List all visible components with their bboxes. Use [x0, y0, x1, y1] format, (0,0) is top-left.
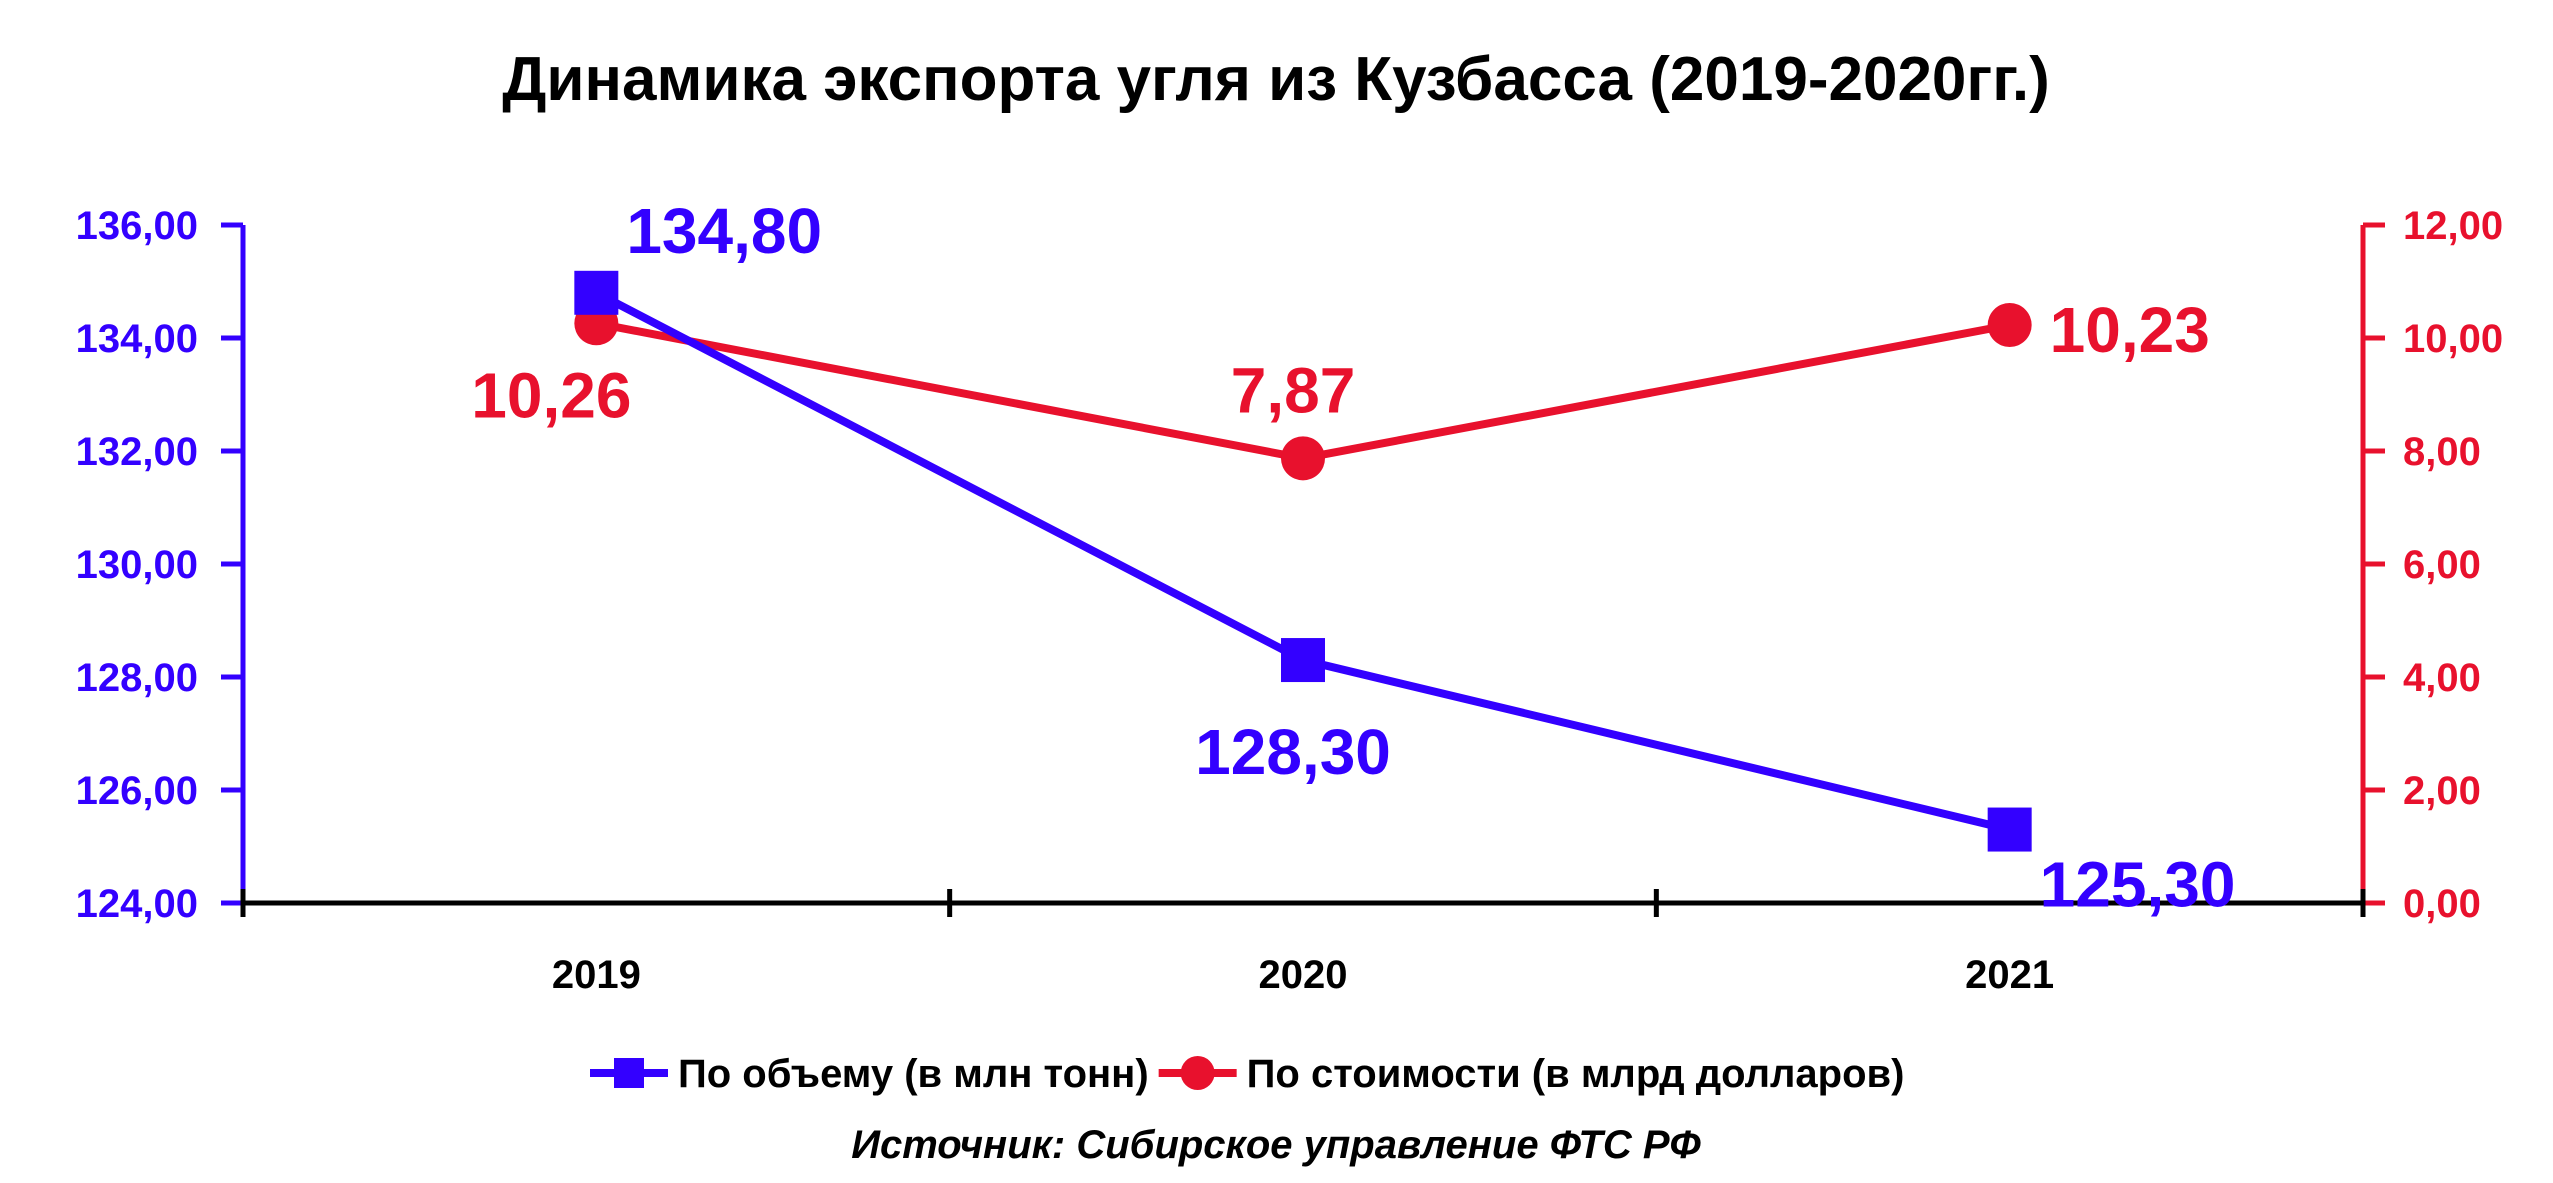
left-axis-tick-label: 126,00	[76, 769, 198, 813]
x-axis-tick-label: 2019	[552, 953, 641, 997]
data-label: 10,23	[2050, 294, 2210, 366]
left-axis-tick-label: 130,00	[76, 543, 198, 587]
left-axis-tick-label: 128,00	[76, 656, 198, 700]
left-axis-tick-label: 134,00	[76, 317, 198, 361]
series-marker-square	[1987, 807, 2032, 852]
x-axis-tick-label: 2020	[1259, 953, 1348, 997]
series-marker-square	[574, 270, 619, 315]
right-axis-tick-label: 12,00	[2403, 204, 2503, 248]
right-axis-tick-label: 6,00	[2403, 543, 2481, 587]
data-label: 128,30	[1195, 716, 1391, 788]
legend-marker-square	[614, 1058, 644, 1088]
data-label: 125,30	[2040, 849, 2236, 921]
left-axis-tick-label: 136,00	[76, 204, 198, 248]
data-label: 134,80	[626, 195, 822, 267]
right-axis-tick-label: 0,00	[2403, 882, 2481, 926]
series-marker-circle	[1281, 436, 1325, 481]
right-axis-tick-label: 4,00	[2403, 656, 2481, 700]
series-marker-circle	[1987, 303, 2032, 348]
legend-label: По объему (в млн тонн)	[678, 1052, 1149, 1096]
right-axis-tick-label: 8,00	[2403, 430, 2481, 474]
chart-title: Динамика экспорта угля из Кузбасса (2019…	[502, 45, 2049, 114]
legend-label: По стоимости (в млрд долларов)	[1247, 1052, 1905, 1096]
left-axis-tick-label: 124,00	[76, 882, 198, 926]
source-note: Источник: Сибирское управление ФТС РФ	[851, 1123, 1701, 1167]
right-axis-tick-label: 10,00	[2403, 317, 2503, 361]
right-axis-tick-label: 2,00	[2403, 769, 2481, 813]
data-label: 7,87	[1231, 354, 1356, 426]
left-axis-tick-label: 132,00	[76, 430, 198, 474]
data-label: 10,26	[471, 359, 631, 431]
x-axis-tick-label: 2021	[1965, 953, 2054, 997]
series-marker-square	[1281, 638, 1325, 683]
legend-marker-circle	[1180, 1056, 1215, 1090]
